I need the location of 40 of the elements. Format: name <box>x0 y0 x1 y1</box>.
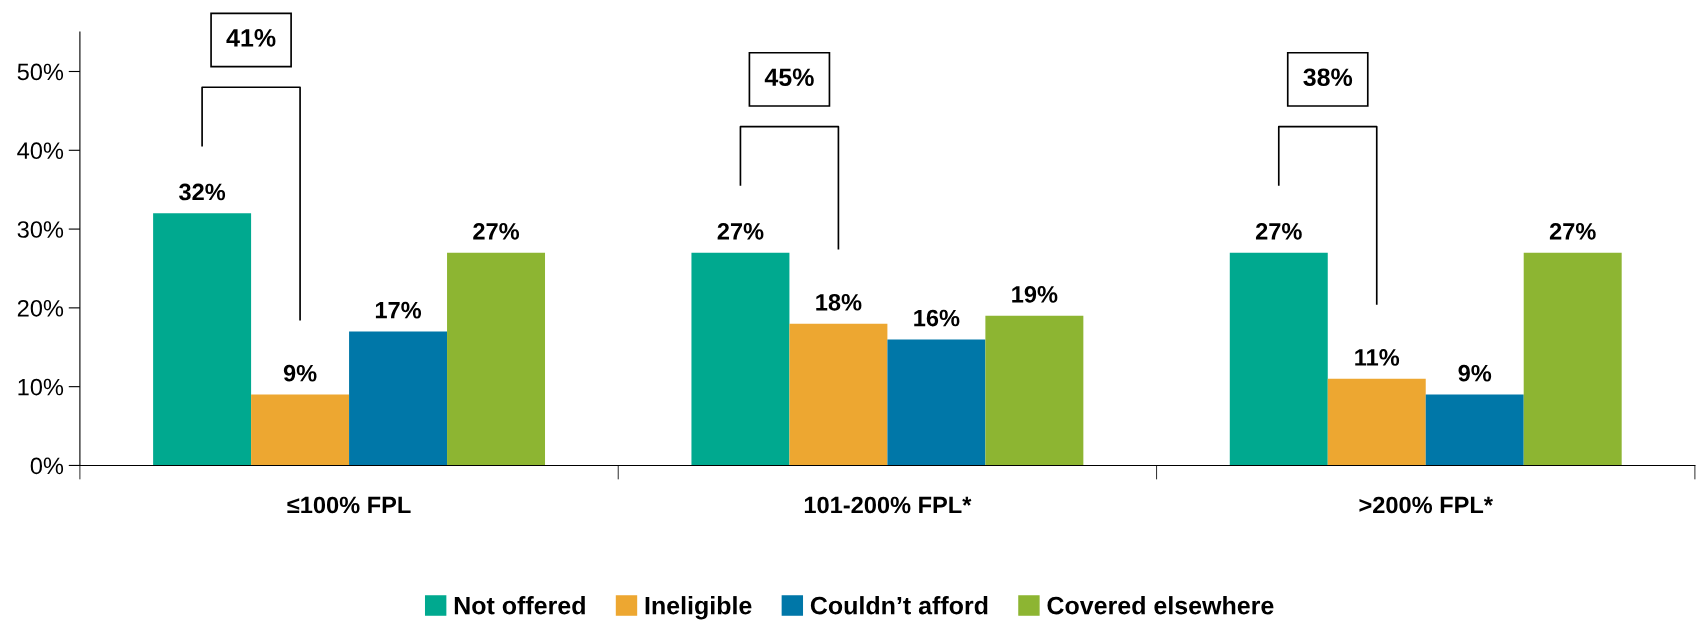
data-label: 17% <box>375 301 422 319</box>
data-label: 32% <box>179 183 226 201</box>
annotation: 45% <box>764 68 814 87</box>
data-label: 19% <box>1012 286 1058 303</box>
annotation: 41% <box>226 29 276 47</box>
y-tick-label: 40% <box>17 142 64 160</box>
data-label: 9% <box>1458 364 1492 382</box>
legend-label: Not offered <box>454 596 585 615</box>
bar <box>447 252 546 466</box>
bar <box>789 323 888 466</box>
x-tick-label: >200% FPL* <box>1359 496 1493 514</box>
y-tick-label: 30% <box>17 221 64 238</box>
bar <box>691 252 790 466</box>
data-label: 27% <box>1255 222 1302 240</box>
data-label: 9% <box>283 364 317 382</box>
data-label: 18% <box>816 293 862 311</box>
bar <box>985 315 1084 466</box>
y-tick-label: 10% <box>18 378 64 396</box>
data-label: 27% <box>1549 222 1596 240</box>
y-tick-label: 20% <box>17 299 64 317</box>
bar <box>1327 378 1426 466</box>
x-tick-label: ≤100% FPL <box>287 496 411 514</box>
bar <box>153 213 252 466</box>
bar <box>1229 252 1328 466</box>
bar <box>887 339 986 466</box>
bar <box>349 331 448 466</box>
y-tick-label: 0% <box>30 457 64 475</box>
data-label: 11% <box>1355 349 1400 366</box>
legend-label: Covered elsewhere <box>1047 596 1274 615</box>
bar <box>1425 394 1524 466</box>
annotation: 38% <box>1303 68 1353 87</box>
bar <box>251 394 350 466</box>
data-label: 27% <box>473 222 520 240</box>
legend-label: Couldn’t afford <box>810 596 988 615</box>
data-label: 27% <box>717 222 764 240</box>
x-tick-label: 101-200% FPL* <box>804 496 972 514</box>
legend-label: Ineligible <box>645 596 752 620</box>
data-label: 16% <box>914 309 960 327</box>
bar <box>1523 252 1622 466</box>
y-tick-label: 50% <box>17 63 64 81</box>
